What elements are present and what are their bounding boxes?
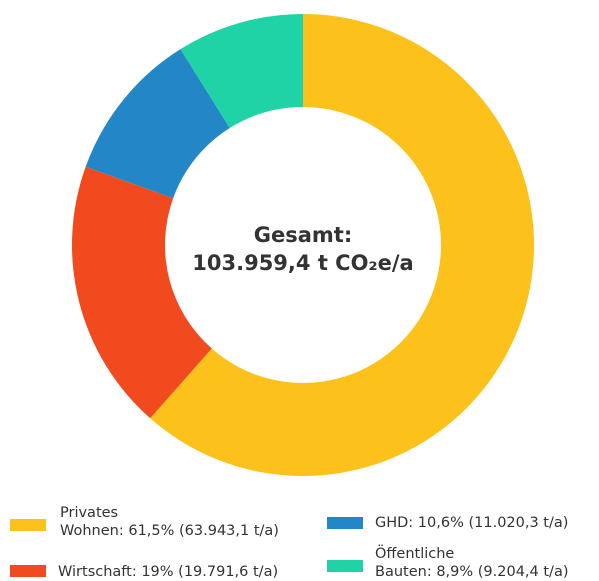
legend-label: GHD: 10,6% (11.020,3 t/a): [375, 515, 568, 531]
center-title: Gesamt:: [254, 223, 352, 247]
legend-label: Öffentliche Bauten: 8,9% (9.204,4 t/a): [375, 544, 568, 580]
legend-label: Privates Wohnen: 61,5% (63.943,1 t/a): [60, 505, 279, 539]
donut-slice: [72, 166, 212, 419]
legend-label: Wirtschaft: 19% (19.791,6 t/a): [58, 564, 278, 580]
legend-line: Privates: [60, 505, 118, 521]
center-total: 103.959,4 t CO₂e/a: [192, 251, 413, 275]
legend-swatch: [10, 519, 46, 531]
legend-swatch: [327, 517, 363, 529]
legend-line: Wirtschaft: 19% (19.791,6 t/a): [58, 564, 278, 580]
donut-slice: [85, 49, 230, 199]
donut-slice: [150, 14, 535, 476]
donut-slice: [180, 13, 303, 129]
legend-line: Bauten: 8,9% (9.204,4 t/a): [375, 564, 568, 580]
legend-line: Öffentliche: [375, 544, 454, 562]
legend-line: GHD: 10,6% (11.020,3 t/a): [375, 515, 568, 531]
legend-swatch: [10, 565, 46, 577]
legend-swatch: [327, 560, 363, 572]
legend-line: Wohnen: 61,5% (63.943,1 t/a): [60, 523, 279, 539]
